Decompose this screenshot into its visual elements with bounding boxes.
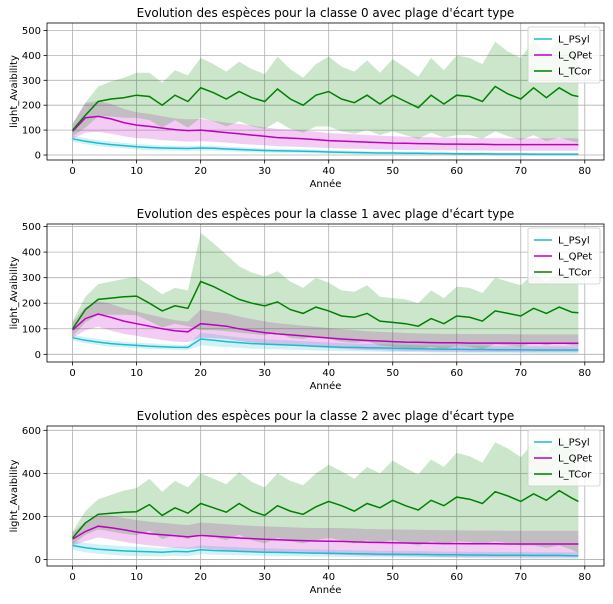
x-tick-label: 10 [130, 166, 143, 177]
y-tick-label: 500 [22, 222, 41, 233]
series-line-2 [72, 85, 579, 131]
x-axis-label: Année [310, 178, 342, 190]
std-band-0 [72, 332, 579, 354]
legend-label-1: L_QPet [558, 252, 592, 263]
y-tick-label: 200 [22, 101, 41, 112]
grid [47, 23, 604, 160]
x-tick-label: 80 [578, 572, 591, 583]
x-tick-label: 50 [386, 572, 399, 583]
legend-box [527, 227, 601, 285]
legend-label-2: L_TCor [558, 67, 592, 78]
x-tick-label: 20 [194, 166, 207, 177]
legend-label-0: L_PSyl [558, 35, 590, 46]
grid [47, 224, 604, 362]
legend: L_PSyl L_QPet L_TCor [527, 26, 601, 84]
x-tick-label: 0 [69, 572, 75, 583]
series-line-0 [72, 336, 579, 351]
axes-frame [46, 425, 605, 567]
x-tick-label: 70 [514, 368, 527, 379]
y-tick-label: 0 [35, 350, 41, 361]
chart-panel-0: 0 10 20 30 40 50 60 70 80 0 100 200 300 400 500 Evoluti… [9, 6, 605, 190]
x-tick-label: 70 [514, 166, 527, 177]
axes-frame [46, 22, 605, 161]
series-line-0 [72, 138, 579, 156]
chart-title: Evolution des espèces pour la classe 0 a… [137, 6, 515, 20]
y-tick-label: 600 [22, 426, 41, 437]
x-tick-label: 0 [69, 368, 75, 379]
x-tick-label: 60 [450, 572, 463, 583]
y-tick-label: 300 [22, 76, 41, 87]
chart-title: Evolution des espèces pour la classe 2 a… [137, 409, 515, 423]
series-line-1 [72, 525, 579, 545]
series-line-2 [71, 280, 579, 330]
y-tick-label: 100 [22, 126, 41, 137]
legend: L_PSyl L_QPet L_TCor [527, 429, 601, 487]
legend-label-1: L_QPet [558, 454, 592, 465]
x-tick-label: 60 [450, 368, 463, 379]
x-tick-label: 40 [322, 572, 335, 583]
std-band-1 [72, 301, 579, 353]
x-tick-label: 40 [322, 166, 335, 177]
x-tick-label: 60 [450, 166, 463, 177]
axes-frame [46, 223, 605, 363]
x-tick-label: 50 [386, 166, 399, 177]
legend-label-2: L_TCor [558, 268, 592, 279]
std-band-2 [72, 232, 579, 350]
x-axis-label: Année [310, 380, 342, 392]
y-axis-label: light_Avaibility [9, 55, 20, 128]
chart-panel-1: 0 10 20 30 40 50 60 70 80 0 100 200 300 400 500 Evoluti… [9, 207, 605, 392]
y-tick-label: 400 [22, 469, 41, 480]
series-line-0 [72, 544, 579, 557]
y-tick-label: 0 [35, 555, 41, 566]
y-tick-label: 500 [22, 26, 41, 37]
legend: L_PSyl L_QPet L_TCor [527, 227, 601, 285]
legend-label-0: L_PSyl [558, 438, 590, 449]
y-tick-label: 0 [35, 151, 41, 162]
x-tick-label: 30 [258, 166, 271, 177]
plot-area [72, 435, 579, 559]
x-tick-label: 70 [514, 572, 527, 583]
std-band-2 [72, 435, 579, 554]
series-line-1 [72, 313, 579, 345]
std-band-1 [72, 101, 579, 151]
legend-label-2: L_TCor [558, 470, 592, 481]
x-tick-label: 40 [322, 368, 335, 379]
x-tick-label: 20 [194, 368, 207, 379]
x-tick-label: 80 [578, 368, 591, 379]
x-tick-label: 80 [578, 166, 591, 177]
std-band-1 [72, 515, 579, 558]
y-tick-label: 200 [22, 512, 41, 523]
x-tick-label: 10 [130, 572, 143, 583]
x-tick-label: 30 [258, 368, 271, 379]
y-tick-label: 100 [22, 324, 41, 335]
x-axis-label: Année [310, 584, 342, 596]
legend-label-0: L_PSyl [558, 236, 590, 247]
series-line-1 [72, 115, 579, 146]
plot-area [72, 37, 579, 156]
x-tick-label: 50 [386, 368, 399, 379]
x-tick-label: 30 [258, 572, 271, 583]
series-line-2 [72, 489, 579, 539]
y-tick-label: 300 [22, 273, 41, 284]
x-tick-label: 10 [130, 368, 143, 379]
y-tick-label: 400 [22, 248, 41, 259]
y-tick-label: 200 [22, 299, 41, 310]
plot-area [71, 232, 579, 354]
legend-label-1: L_QPet [558, 51, 592, 62]
chart-title: Evolution des espèces pour la classe 1 a… [137, 207, 515, 221]
y-axis-label: light_Avaibility [9, 257, 20, 330]
x-tick-label: 0 [69, 166, 75, 177]
std-band-2 [72, 37, 579, 143]
legend-box [527, 429, 601, 487]
y-tick-label: 400 [22, 51, 41, 62]
x-tick-label: 20 [194, 572, 207, 583]
y-axis-label: light_Avaibility [9, 460, 20, 533]
legend-box [527, 26, 601, 84]
chart-panel-2: 0 10 20 30 40 50 60 70 80 0 200 400 600 Evolution des… [9, 409, 605, 596]
